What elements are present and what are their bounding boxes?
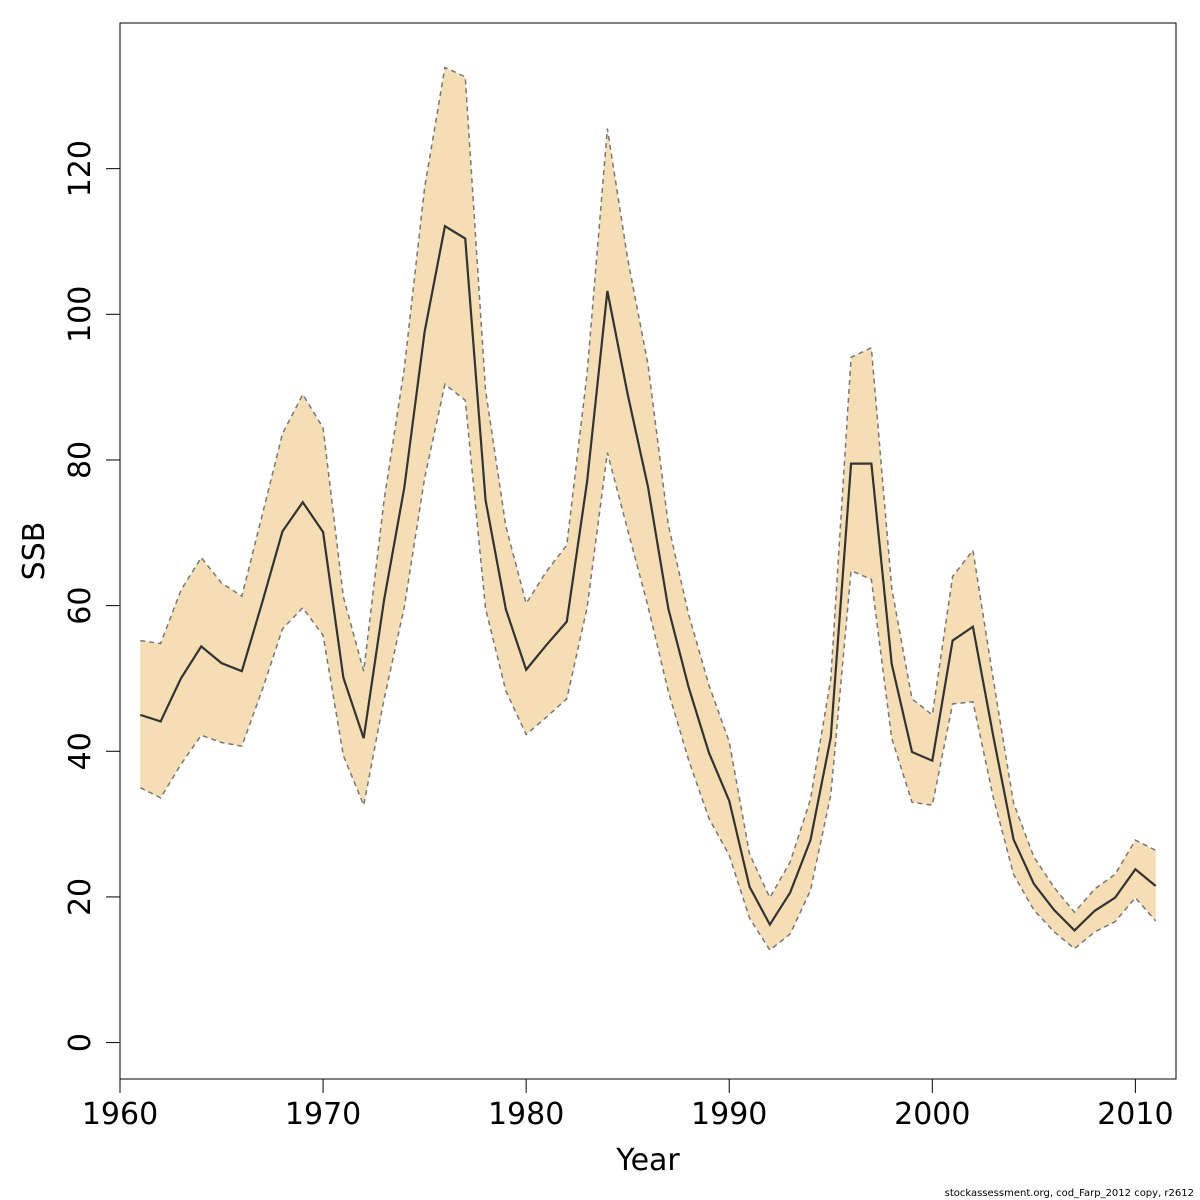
x-axis: 1960 1970 1980 1990 2000 2010 xyxy=(82,1078,1174,1132)
ssb-estimate-line xyxy=(139,224,1157,932)
x-tick-label: 1970 xyxy=(285,1097,361,1132)
y-tick-label: 40 xyxy=(63,732,98,770)
x-tick-label: 1960 xyxy=(82,1097,158,1132)
x-axis-title: Year xyxy=(615,1143,680,1178)
y-tick-label: 20 xyxy=(63,878,98,916)
confidence-band-layer xyxy=(140,67,1156,951)
series-line-layer xyxy=(139,66,1157,952)
y-tick-label: 100 xyxy=(63,286,98,343)
y-tick-label: 120 xyxy=(63,140,98,197)
confidence-band xyxy=(140,67,1156,951)
y-tick-label: 80 xyxy=(63,441,98,479)
y-tick-label: 0 xyxy=(63,1033,98,1052)
x-tick-label: 2000 xyxy=(894,1097,970,1132)
x-tick-label: 1990 xyxy=(691,1097,767,1132)
y-tick-label: 60 xyxy=(63,587,98,625)
upper-bound-line xyxy=(140,66,1157,914)
x-tick-label: 2010 xyxy=(1097,1097,1173,1132)
y-axis-title: SSB xyxy=(17,522,52,581)
footer-text: stockassessment.org, cod_Farp_2012 copy,… xyxy=(945,1188,1194,1199)
x-tick-label: 1980 xyxy=(488,1097,564,1132)
y-axis: 0 20 40 60 80 100 120 xyxy=(63,140,121,1052)
